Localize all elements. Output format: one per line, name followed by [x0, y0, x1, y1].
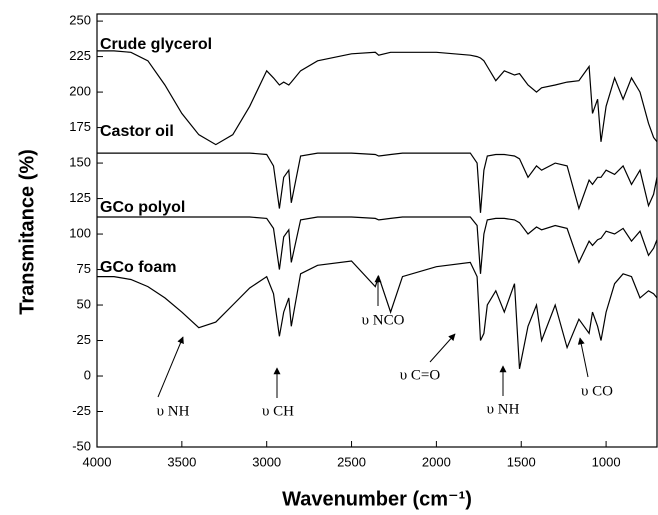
y-tick-label: 225	[69, 48, 91, 63]
y-tick-label: 250	[69, 13, 91, 28]
spectrum-line	[97, 260, 658, 370]
y-tick-label: 150	[69, 155, 91, 170]
y-tick-label: 25	[77, 332, 91, 347]
x-tick-label: 3000	[252, 454, 281, 469]
y-tick-label: -50	[72, 438, 91, 453]
x-tick-label: 1500	[507, 454, 536, 469]
x-tick-label: 4000	[83, 454, 112, 469]
annotation-arrow	[429, 333, 456, 363]
y-tick-label: 50	[77, 296, 91, 311]
annotation: υ NCO	[362, 312, 405, 328]
x-tick-label: 2000	[422, 454, 451, 469]
spectrum-line	[97, 152, 658, 213]
y-tick-label: 0	[84, 367, 91, 382]
y-tick-label: 125	[69, 190, 91, 205]
annotation: υ CO	[581, 383, 613, 399]
x-axis-title: Wavenumber (cm⁻¹)	[282, 488, 472, 510]
plot-frame	[96, 13, 658, 448]
series-label: Castor oil	[100, 123, 174, 140]
y-tick-label: 175	[69, 119, 91, 134]
series-label: GCo foam	[100, 259, 176, 276]
annotation: υ C=O	[400, 367, 441, 383]
annotation-arrow	[157, 336, 184, 398]
x-tick-label: 1000	[592, 454, 621, 469]
annotation: υ NH	[487, 401, 520, 417]
series-label: Crude glycerol	[100, 36, 212, 53]
annotation-arrow	[577, 337, 589, 378]
spectrum-line	[97, 216, 658, 274]
y-axis-title: Transmitance (%)	[16, 149, 38, 315]
x-tick-label: 2500	[337, 454, 366, 469]
series-label: GCo polyol	[100, 199, 185, 216]
y-tick-label: 75	[77, 261, 91, 276]
annotation: υ NH	[157, 403, 190, 419]
spectrum-line	[97, 50, 658, 146]
y-tick-label: -25	[72, 403, 91, 418]
x-tick-label: 3500	[167, 454, 196, 469]
annotation: υ CH	[262, 403, 294, 419]
y-tick-label: 200	[69, 84, 91, 99]
y-tick-label: 100	[69, 225, 91, 240]
